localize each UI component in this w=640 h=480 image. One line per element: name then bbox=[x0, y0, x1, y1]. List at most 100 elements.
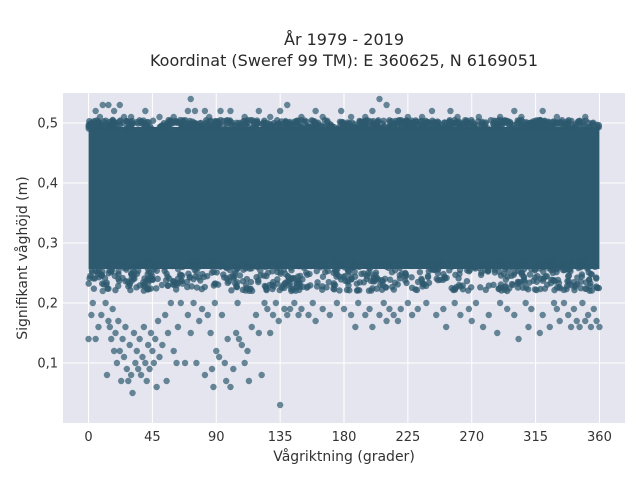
band-edge-point bbox=[221, 274, 228, 281]
data-point bbox=[126, 341, 133, 349]
band-edge-point bbox=[274, 120, 282, 128]
data-point bbox=[354, 299, 362, 307]
data-point bbox=[116, 347, 123, 355]
band-edge-point bbox=[520, 259, 528, 266]
band-edge-point bbox=[158, 281, 166, 289]
band-edge-point bbox=[590, 119, 597, 126]
band-edge-point bbox=[91, 121, 98, 128]
data-point bbox=[570, 305, 578, 313]
band-edge-point bbox=[391, 267, 399, 274]
band-edge-point bbox=[559, 264, 566, 271]
data-point bbox=[130, 329, 138, 337]
band-edge-point bbox=[454, 258, 462, 265]
band-edge-point bbox=[593, 274, 600, 281]
band-edge-point bbox=[570, 279, 578, 286]
data-point bbox=[120, 353, 128, 361]
band-edge-point bbox=[396, 272, 403, 279]
data-point bbox=[447, 107, 454, 115]
data-point bbox=[539, 107, 546, 115]
data-point bbox=[553, 305, 561, 313]
data-point bbox=[414, 305, 421, 313]
band-edge-point bbox=[192, 273, 199, 280]
data-point bbox=[173, 359, 180, 367]
band-edge-point bbox=[110, 118, 117, 125]
band-edge-point bbox=[123, 264, 131, 271]
data-point bbox=[553, 113, 561, 121]
band-edge-point bbox=[195, 258, 202, 265]
band-edge-point bbox=[372, 269, 380, 276]
band-edge-point bbox=[164, 124, 172, 131]
band-edge-point bbox=[500, 270, 508, 278]
dense-band-core bbox=[88, 127, 600, 269]
band-edge-point bbox=[408, 274, 415, 281]
data-point bbox=[550, 299, 558, 307]
band-edge-point bbox=[386, 276, 394, 283]
data-point bbox=[234, 299, 241, 307]
band-edge-point bbox=[585, 119, 592, 127]
band-edge-point bbox=[153, 285, 160, 292]
data-point bbox=[451, 299, 458, 307]
band-edge-point bbox=[208, 263, 215, 270]
band-edge-point bbox=[531, 286, 539, 293]
band-edge-point bbox=[595, 123, 603, 131]
data-point bbox=[123, 365, 131, 373]
chart-title-line-2: Koordinat (Sweref 99 TM): E 360625, N 61… bbox=[150, 51, 538, 70]
band-edge-point bbox=[90, 275, 97, 282]
band-edge-point bbox=[586, 276, 593, 283]
band-edge-point bbox=[336, 287, 343, 294]
band-edge-point bbox=[403, 279, 410, 287]
band-edge-point bbox=[416, 268, 424, 276]
band-edge-point bbox=[128, 271, 136, 278]
data-point bbox=[376, 95, 383, 103]
band-edge-point bbox=[269, 260, 277, 267]
band-edge-point bbox=[297, 259, 305, 267]
data-point bbox=[163, 377, 170, 385]
band-edge-point bbox=[542, 121, 550, 128]
data-point bbox=[276, 107, 284, 115]
band-edge-point bbox=[404, 262, 412, 269]
band-edge-point bbox=[294, 117, 301, 124]
band-edge-point bbox=[115, 282, 122, 290]
data-point bbox=[241, 113, 248, 121]
data-point bbox=[139, 353, 146, 361]
band-edge-point bbox=[454, 125, 462, 133]
data-point bbox=[366, 305, 373, 313]
data-point bbox=[264, 305, 271, 313]
data-point bbox=[221, 359, 228, 367]
data-point bbox=[337, 107, 345, 115]
band-edge-point bbox=[135, 259, 143, 266]
data-point bbox=[276, 401, 284, 409]
data-point bbox=[298, 113, 305, 121]
band-edge-point bbox=[144, 265, 152, 272]
data-point bbox=[245, 377, 253, 385]
data-point bbox=[113, 359, 121, 367]
data-point bbox=[252, 311, 260, 319]
band-edge-point bbox=[448, 284, 455, 292]
band-edge-point bbox=[216, 258, 223, 265]
data-point bbox=[515, 335, 522, 343]
data-point bbox=[457, 311, 464, 319]
data-point bbox=[347, 311, 355, 319]
band-edge-point bbox=[414, 278, 422, 286]
data-point bbox=[269, 311, 277, 319]
band-edge-point bbox=[187, 120, 194, 128]
band-edge-point bbox=[519, 284, 527, 291]
data-point bbox=[340, 305, 348, 313]
data-point bbox=[164, 329, 172, 337]
band-edge-point bbox=[422, 258, 430, 265]
band-edge-point bbox=[549, 258, 556, 265]
band-edge-point bbox=[584, 264, 592, 271]
data-point bbox=[394, 107, 402, 115]
data-point bbox=[428, 107, 436, 115]
band-edge-point bbox=[362, 258, 370, 266]
band-edge-point bbox=[145, 286, 152, 293]
band-edge-point bbox=[169, 281, 177, 288]
band-edge-point bbox=[242, 122, 250, 129]
band-edge-point bbox=[255, 277, 262, 284]
data-point bbox=[567, 323, 575, 331]
data-point bbox=[144, 341, 152, 349]
data-point bbox=[153, 383, 160, 391]
data-point bbox=[112, 329, 119, 337]
band-edge-point bbox=[577, 284, 585, 292]
data-point bbox=[267, 113, 274, 121]
